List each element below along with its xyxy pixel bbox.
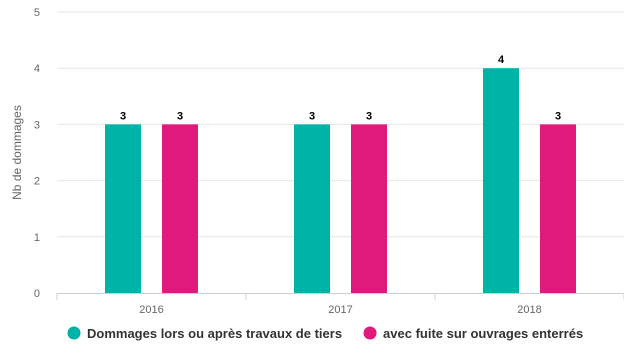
data-label: 4 [498,54,505,66]
legend-item[interactable]: avec fuite sur ouvrages enterrés [363,326,584,341]
bar[interactable] [294,124,330,294]
y-tick-label: 2 [34,176,40,188]
data-label: 3 [309,110,315,122]
y-tick-label: 0 [34,288,40,300]
x-tick-label: 2018 [517,304,541,316]
data-label: 3 [177,110,183,122]
bar[interactable] [162,124,198,294]
legend[interactable]: Dommages lors ou après travaux de tiers a… [67,326,584,341]
y-axis-title: Nb de dommages [10,105,24,200]
legend-marker [363,326,377,340]
data-label: 3 [555,110,561,122]
x-axis: 2016 2017 2018 [56,293,624,316]
gridlines [57,11,624,238]
bar[interactable] [351,124,387,294]
legend-label: Dommages lors ou après travaux de tiers [87,326,342,341]
bar[interactable] [105,124,141,294]
y-axis-ticks: 0 1 2 3 4 5 [34,7,40,300]
data-label: 3 [366,110,372,122]
y-tick-label: 5 [34,7,40,19]
y-tick-label: 1 [34,232,40,244]
y-tick-label: 4 [34,63,40,75]
bar[interactable] [483,68,519,293]
y-tick-label: 3 [34,119,40,131]
legend-item[interactable]: Dommages lors ou après travaux de tiers [67,326,343,341]
bar[interactable] [540,124,576,294]
data-labels: 3 3 3 3 4 3 [120,54,561,122]
x-tick-label: 2016 [139,304,163,316]
data-label: 3 [120,110,126,122]
legend-marker [67,326,81,340]
bars [105,68,576,294]
legend-label: avec fuite sur ouvrages enterrés [383,326,583,341]
x-tick-label: 2017 [328,304,352,316]
